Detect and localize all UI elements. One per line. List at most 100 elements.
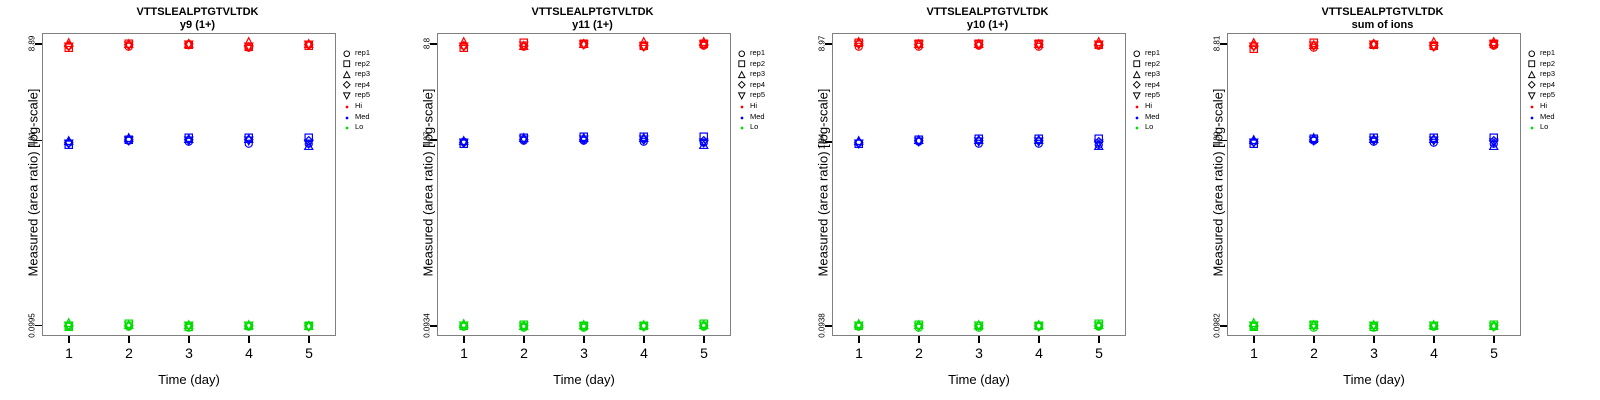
legend-label: Hi <box>1540 100 1548 110</box>
diamond-icon <box>1526 80 1538 91</box>
data-point-lo-rep5 <box>123 321 135 332</box>
data-point-med-rep3 <box>1428 133 1440 144</box>
data-point-hi-rep4 <box>1309 40 1319 51</box>
data-point-hi-rep3 <box>973 38 985 49</box>
data-point-lo-rep2 <box>184 322 194 332</box>
data-point-lo-rep3 <box>913 319 925 330</box>
x-tick-label: 2 <box>520 345 528 361</box>
x-tick-mark <box>703 336 705 343</box>
data-point-hi-rep5 <box>1308 41 1320 52</box>
legend-label: rep3 <box>355 69 371 79</box>
data-point-hi-rep3 <box>1308 39 1320 50</box>
data-point-med-rep5 <box>518 135 530 146</box>
data-point-med-rep1 <box>459 137 469 147</box>
data-point-lo-rep1 <box>1429 322 1439 332</box>
x-tick-mark <box>643 336 645 343</box>
data-point-lo-rep4 <box>1309 320 1319 331</box>
data-point-hi-rep1 <box>1249 41 1259 51</box>
data-point-med-rep1 <box>1094 140 1104 150</box>
x-tick-label: 2 <box>915 345 923 361</box>
legend-item-rep1: rep1 <box>1526 48 1580 59</box>
data-point-hi-rep4 <box>304 39 314 50</box>
legend-item-lo: Lo <box>1131 122 1185 133</box>
data-point-hi-rep1 <box>1429 42 1439 52</box>
data-point-hi-rep4 <box>1249 41 1259 52</box>
data-point-hi-rep2 <box>1309 38 1319 48</box>
data-points-layer <box>395 0 790 400</box>
data-point-med-rep4 <box>124 135 134 146</box>
square-icon <box>736 59 748 70</box>
x-tick-label: 1 <box>460 345 468 361</box>
data-point-med-rep4 <box>304 135 314 146</box>
data-point-med-rep4 <box>579 134 589 145</box>
triangle-down-icon <box>1526 90 1538 101</box>
data-point-lo-rep4 <box>64 320 74 331</box>
dot-icon <box>736 122 748 133</box>
data-point-hi-rep5 <box>458 41 470 52</box>
legend-label: rep1 <box>1540 48 1556 57</box>
data-point-hi-rep1 <box>1034 42 1044 52</box>
data-point-med-rep5 <box>183 136 195 147</box>
x-tick-label: 1 <box>855 345 863 361</box>
data-point-hi-rep3 <box>1488 36 1500 47</box>
data-point-hi-rep1 <box>244 43 254 53</box>
data-point-med-rep2 <box>244 133 254 143</box>
y-tick-mark <box>430 139 437 141</box>
data-point-hi-rep4 <box>1489 39 1499 50</box>
legend-item-rep4: rep4 <box>1526 80 1580 91</box>
circle-icon <box>736 48 748 59</box>
data-point-med-rep2 <box>1489 133 1499 143</box>
data-point-hi-rep2 <box>579 39 589 49</box>
legend-item-hi: Hi <box>341 101 395 112</box>
data-point-hi-rep4 <box>64 40 74 51</box>
data-point-med-rep2 <box>1249 139 1259 149</box>
x-tick-mark <box>128 336 130 343</box>
data-point-med-rep2 <box>854 139 864 149</box>
legend-label: rep5 <box>750 90 766 100</box>
data-point-lo-rep2 <box>579 321 589 331</box>
data-point-hi-rep5 <box>973 40 985 51</box>
legend: rep1 rep2 rep3 rep4 rep5 Hi Med Lo <box>341 48 395 133</box>
data-point-lo-rep5 <box>458 321 470 332</box>
legend-label: Hi <box>355 100 363 110</box>
data-point-lo-rep4 <box>304 321 314 332</box>
data-point-hi-rep3 <box>518 40 530 51</box>
x-tick-label: 1 <box>65 345 73 361</box>
data-point-lo-rep2 <box>699 319 709 329</box>
legend-item-med: Med <box>1131 112 1185 123</box>
data-point-hi-rep1 <box>184 40 194 50</box>
x-tick-label: 5 <box>1490 345 1498 361</box>
legend-label: Lo <box>355 122 364 132</box>
data-point-lo-rep3 <box>638 319 650 330</box>
data-point-hi-rep5 <box>1033 40 1045 51</box>
data-point-hi-rep5 <box>63 41 75 52</box>
x-tick-mark <box>1493 336 1495 343</box>
data-point-hi-rep3 <box>123 38 135 49</box>
square-icon <box>341 59 353 70</box>
dot-icon <box>1131 112 1143 123</box>
legend-item-rep2: rep2 <box>341 59 395 70</box>
data-point-med-rep4 <box>519 134 529 145</box>
dot-icon <box>341 122 353 133</box>
data-point-med-rep5 <box>1488 138 1500 149</box>
data-point-med-rep3 <box>1248 134 1260 145</box>
data-point-med-rep3 <box>698 139 710 150</box>
data-point-lo-rep2 <box>1249 322 1259 332</box>
data-point-hi-rep1 <box>579 40 589 50</box>
data-point-lo-rep1 <box>854 322 864 332</box>
data-point-lo-rep2 <box>974 321 984 331</box>
data-point-hi-rep3 <box>1368 38 1380 49</box>
legend-item-rep5: rep5 <box>341 90 395 101</box>
data-point-lo-rep1 <box>244 322 254 332</box>
data-point-hi-rep4 <box>914 39 924 50</box>
data-point-lo-rep1 <box>914 323 924 333</box>
data-point-med-rep1 <box>854 138 864 148</box>
data-point-hi-rep2 <box>1489 39 1499 49</box>
data-point-lo-rep1 <box>1094 322 1104 332</box>
data-point-hi-rep4 <box>124 40 134 51</box>
x-tick-mark <box>463 336 465 343</box>
legend-label: Lo <box>750 122 759 132</box>
data-point-med-rep1 <box>519 136 529 146</box>
legend-label: rep5 <box>355 90 371 100</box>
y-tick-mark <box>35 325 42 327</box>
